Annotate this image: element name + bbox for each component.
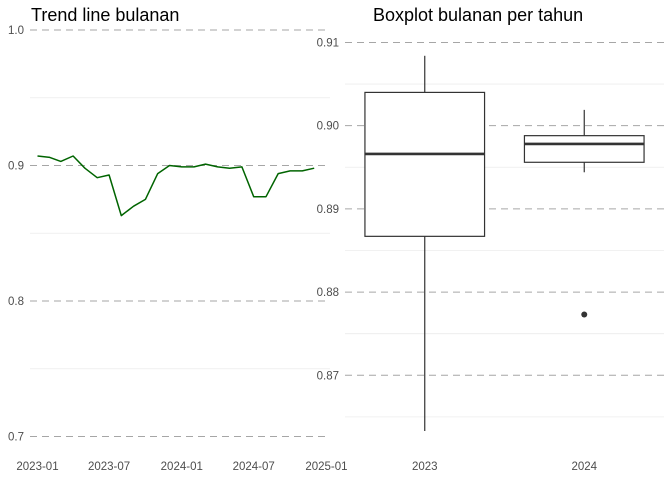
boxplot-y-tick-label: 0.90: [317, 121, 339, 133]
boxplot-x-tick-label: 2023: [412, 461, 438, 473]
boxplot-panel: Boxplot bulanan per tahun 0.870.880.890.…: [317, 5, 664, 473]
boxplot-title: Boxplot bulanan per tahun: [373, 5, 583, 25]
boxplot-y-tick-label: 0.91: [317, 37, 339, 49]
boxplot-x-ticks: 2023 2024: [412, 461, 598, 473]
line-chart-x-tick-label: 2025-01: [305, 461, 347, 473]
boxplot-box: [523, 135, 645, 163]
line-chart-x-tick-label: 2024-01: [161, 461, 203, 473]
boxplot-y-tick-label: 0.87: [317, 370, 339, 382]
line-chart-y-tick-label: 0.9: [8, 161, 24, 173]
line-chart-grid: [30, 29, 330, 438]
boxplot-outlier-point: [581, 311, 588, 318]
line-chart-panel: Trend line bulanan 0.70.80.91.0 2023-01 2…: [8, 5, 348, 473]
line-chart-x-tick-label: 2024-07: [233, 461, 275, 473]
line-chart-y-tick-label: 1.0: [8, 25, 24, 37]
boxplot-boxes: [364, 55, 645, 432]
line-chart-series: [37, 155, 315, 217]
boxplot-box: [364, 91, 486, 237]
boxplot-y-tick-label: 0.89: [317, 204, 339, 216]
boxplot-x-tick-label: 2024: [571, 461, 597, 473]
line-chart-title: Trend line bulanan: [31, 5, 179, 25]
line-chart-x-ticks: 2023-01 2023-07 2024-01 2024-07 2025-01: [16, 461, 347, 473]
line-chart-x-tick-label: 2023-07: [88, 461, 130, 473]
line-chart-y-ticks: 0.7 0.8 0.9 1.0: [8, 25, 24, 444]
line-chart-y-tick-label: 0.7: [8, 432, 24, 444]
boxplot-y-tick-label: 0.88: [317, 287, 339, 299]
boxplot-y-ticks: 0.87 0.88 0.89 0.90 0.91: [317, 37, 339, 382]
trend-line-series: [37, 155, 315, 217]
line-chart-y-tick-label: 0.8: [8, 296, 24, 308]
line-chart-x-tick-label: 2023-01: [16, 461, 58, 473]
